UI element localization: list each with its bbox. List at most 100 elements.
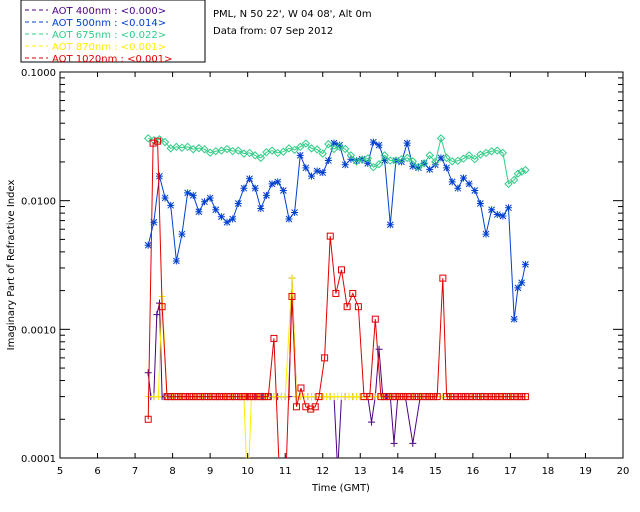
- data-point: [369, 162, 378, 172]
- series-line: [148, 278, 526, 458]
- data-point: [368, 418, 376, 426]
- data-point: [154, 393, 162, 401]
- data-point: [208, 393, 216, 401]
- data-point: [426, 165, 434, 173]
- data-point: [521, 165, 530, 175]
- data-point: [290, 145, 299, 155]
- data-point: [390, 439, 398, 447]
- data-point: [240, 184, 248, 192]
- data-point: [338, 266, 345, 274]
- data-point: [313, 167, 321, 175]
- data-point: [270, 334, 278, 342]
- data-point: [484, 393, 492, 401]
- y-tick-label: 0.0001: [21, 454, 56, 465]
- data-point: [150, 218, 158, 226]
- data-point: [437, 154, 445, 162]
- data-point: [307, 172, 315, 180]
- data-point: [178, 393, 186, 401]
- data-point: [510, 315, 518, 323]
- data-point: [403, 139, 411, 147]
- data-point: [321, 354, 329, 362]
- data-point: [234, 200, 242, 208]
- data-point: [189, 191, 197, 199]
- data-point: [257, 204, 265, 212]
- legend-item: AOT 500nm : <0.014>: [25, 18, 166, 29]
- data-point: [346, 151, 356, 160]
- data-point: [312, 145, 322, 154]
- data-point: [296, 142, 305, 152]
- x-tick-label: 14: [391, 466, 404, 477]
- data-point: [184, 189, 192, 197]
- x-tick-label: 12: [316, 466, 329, 477]
- data-point: [144, 415, 152, 423]
- data-point: [514, 393, 522, 401]
- data-point: [381, 157, 389, 165]
- data-point: [364, 159, 372, 167]
- y-tick-label: 0.0010: [21, 325, 56, 336]
- data-point: [482, 230, 490, 238]
- data-point: [234, 146, 243, 155]
- data-point: [170, 393, 178, 401]
- data-point: [476, 393, 484, 401]
- data-point: [144, 241, 152, 249]
- data-point: [250, 151, 260, 160]
- data-point: [185, 393, 193, 401]
- data-point: [285, 215, 293, 223]
- data-point: [219, 393, 227, 401]
- x-axis-label: Time (GMT): [311, 483, 370, 494]
- x-tick-label: 17: [504, 466, 517, 477]
- data-point: [223, 393, 231, 401]
- data-point: [517, 167, 526, 176]
- data-point: [311, 403, 319, 411]
- data-point: [201, 393, 209, 401]
- data-point: [324, 157, 332, 165]
- data-point: [334, 467, 341, 474]
- data-point: [174, 393, 182, 401]
- data-point: [197, 393, 205, 401]
- data-point: [341, 144, 350, 154]
- data-point: [476, 200, 484, 208]
- data-point: [262, 191, 270, 199]
- data-point: [200, 145, 209, 154]
- data-point: [388, 393, 396, 401]
- data-point: [242, 393, 250, 401]
- data-point: [204, 393, 212, 401]
- legend-item: AOT 870nm : <0.001>: [25, 42, 166, 53]
- data-point: [488, 206, 496, 214]
- data-point: [505, 204, 513, 212]
- data-point: [442, 153, 451, 163]
- x-tick-label: 13: [354, 466, 367, 477]
- data-point: [332, 289, 340, 297]
- data-point: [411, 393, 419, 401]
- data-point: [256, 153, 266, 163]
- legend-label: AOT 1020nm : <0.001>: [52, 54, 172, 65]
- data-point: [414, 162, 423, 172]
- data-point: [279, 186, 287, 194]
- data-point: [374, 160, 384, 169]
- data-point: [409, 162, 417, 170]
- data-point: [144, 369, 152, 377]
- data-point: [343, 303, 351, 311]
- data-point: [251, 184, 259, 192]
- data-point: [371, 315, 379, 323]
- data-point: [491, 393, 499, 401]
- data-point: [471, 186, 479, 194]
- data-point: [302, 403, 310, 411]
- series-line: [147, 140, 526, 458]
- legend-label: AOT 400nm : <0.000>: [52, 6, 166, 17]
- legend: AOT 400nm : <0.000>AOT 500nm : <0.014> AO…: [20, 0, 206, 65]
- data-point: [369, 138, 377, 146]
- series-line: [147, 278, 526, 458]
- data-point: [231, 393, 239, 401]
- data-point: [459, 154, 468, 163]
- data-point: [212, 393, 220, 401]
- data-point: [414, 164, 422, 172]
- data-point: [182, 393, 190, 401]
- data-point: [439, 274, 447, 282]
- data-point: [426, 393, 434, 401]
- data-point: [253, 393, 261, 401]
- data-point: [267, 146, 277, 155]
- data-point: [425, 151, 434, 160]
- data-point: [354, 303, 362, 311]
- data-point: [194, 143, 204, 153]
